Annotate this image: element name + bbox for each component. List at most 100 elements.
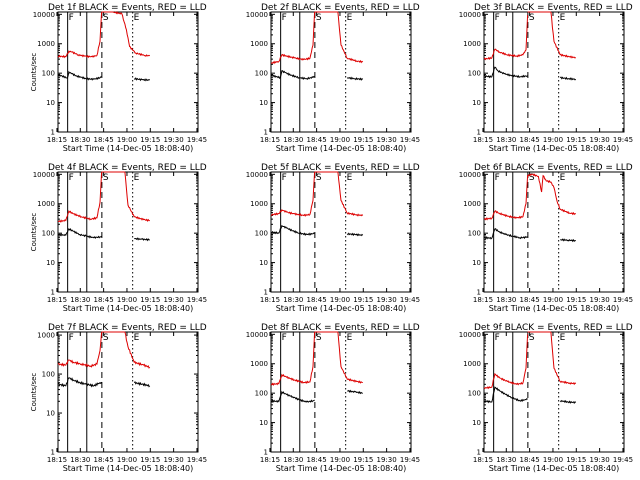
x-axis-label: Start Time (14-Dec-05 18:08:40) xyxy=(276,304,407,313)
x-tick-label: 19:15 xyxy=(140,456,160,464)
y-tick-label: 100 xyxy=(42,70,55,78)
y-tick-label: 100 xyxy=(42,230,55,238)
x-tick-label: 19:00 xyxy=(117,296,137,304)
event-marker-label: F xyxy=(69,13,74,23)
detector-panel: Det 4f BLACK = Events, RED = LLD 1 10 100 10… xyxy=(30,163,207,313)
event-marker-label: E xyxy=(134,13,140,23)
plot-frame xyxy=(57,331,199,453)
lld-series-line xyxy=(57,11,103,59)
x-tick-label: 19:00 xyxy=(117,456,137,464)
x-tick-label: 19:45 xyxy=(613,136,633,144)
x-tick-label: 19:15 xyxy=(353,456,373,464)
y-tick-label: 100 xyxy=(468,70,481,78)
y-tick-label: 10000 xyxy=(246,171,268,179)
x-tick-label: 18:15 xyxy=(473,136,493,144)
lld-series-line xyxy=(483,14,529,61)
detector-panel: Det 6f BLACK = Events, RED = LLD 1 10 100 10… xyxy=(459,163,633,313)
x-tick-label: 19:00 xyxy=(330,136,350,144)
y-tick-label: 1 xyxy=(51,449,55,457)
event-marker-label: S xyxy=(529,13,535,23)
lld-series-line xyxy=(337,331,363,384)
events-series-line xyxy=(483,228,528,240)
x-tick-label: 19:45 xyxy=(187,456,207,464)
x-tick-label: 18:15 xyxy=(47,136,67,144)
detector-panel: Det 8f BLACK = Events, RED = LLD 1 10 100 10… xyxy=(246,323,420,473)
y-tick-label: 100 xyxy=(42,371,55,379)
x-tick-label: 19:30 xyxy=(590,296,610,304)
lld-series-line xyxy=(112,11,151,57)
x-tick-label: 18:30 xyxy=(283,136,303,144)
x-tick-label: 19:45 xyxy=(400,456,420,464)
panel-title: Det 8f BLACK = Events, RED = LLD xyxy=(261,323,420,333)
x-tick-label: 19:30 xyxy=(164,136,184,144)
events-series-line xyxy=(57,377,103,388)
x-tick-label: 18:45 xyxy=(307,136,327,144)
y-tick-label: 1000 xyxy=(37,40,55,48)
event-marker-label: S xyxy=(103,13,109,23)
y-tick-label: 1 xyxy=(264,449,268,457)
event-marker-label: S xyxy=(316,13,322,23)
y-tick-label: 100 xyxy=(255,230,268,238)
x-tick-label: 18:45 xyxy=(520,456,540,464)
x-tick-label: 19:00 xyxy=(543,456,563,464)
x-axis-label: Start Time (14-Dec-05 18:08:40) xyxy=(276,464,407,473)
x-tick-label: 19:30 xyxy=(377,296,397,304)
event-marker-label: S xyxy=(103,333,109,343)
x-axis-label: Start Time (14-Dec-05 18:08:40) xyxy=(489,464,620,473)
x-tick-label: 19:15 xyxy=(353,296,373,304)
event-marker-label: F xyxy=(69,333,74,343)
y-tick-label: 1000 xyxy=(463,200,481,208)
events-series-line xyxy=(560,238,576,243)
event-marker-label: S xyxy=(316,333,322,343)
x-tick-label: 19:30 xyxy=(164,296,184,304)
event-marker-label: S xyxy=(103,173,109,183)
x-tick-label: 19:00 xyxy=(543,296,563,304)
x-tick-label: 18:15 xyxy=(47,456,67,464)
event-marker-label: S xyxy=(316,173,322,183)
y-tick-label: 1 xyxy=(477,449,481,457)
lld-series-line xyxy=(483,334,529,390)
x-tick-label: 18:45 xyxy=(520,136,540,144)
event-marker-label: F xyxy=(495,333,500,343)
x-tick-label: 19:30 xyxy=(377,456,397,464)
y-tick-label: 10 xyxy=(259,419,268,427)
y-tick-label: 100 xyxy=(255,390,268,398)
y-tick-label: 1 xyxy=(477,129,481,137)
lld-series-line xyxy=(57,331,103,368)
events-series-line xyxy=(133,381,151,388)
y-tick-label: 1000 xyxy=(463,40,481,48)
x-axis-label: Start Time (14-Dec-05 18:08:40) xyxy=(63,144,194,153)
panel-title: Det 3f BLACK = Events, RED = LLD xyxy=(474,3,633,13)
plot-frame xyxy=(270,171,412,293)
detector-panel: Det 1f BLACK = Events, RED = LLD 1 10 100 10… xyxy=(30,3,207,153)
events-series-line xyxy=(270,390,315,403)
x-tick-label: 19:00 xyxy=(330,296,350,304)
y-tick-label: 10000 xyxy=(33,171,55,179)
events-series-line xyxy=(483,386,528,404)
plot-frame xyxy=(270,11,412,133)
x-tick-label: 18:15 xyxy=(260,296,280,304)
y-tick-label: 100 xyxy=(255,70,268,78)
y-axis-label: Counts/sec xyxy=(30,53,38,92)
panel-title: Det 5f BLACK = Events, RED = LLD xyxy=(261,163,420,173)
detector-panel: Det 9f BLACK = Events, RED = LLD 1 10 100 10… xyxy=(459,323,633,473)
x-tick-label: 19:45 xyxy=(613,296,633,304)
event-marker-label: E xyxy=(560,333,566,343)
plot-frame xyxy=(57,171,199,293)
lld-series-line xyxy=(550,11,577,59)
lld-series-line xyxy=(58,171,103,223)
x-axis-label: Start Time (14-Dec-05 18:08:40) xyxy=(489,144,620,153)
x-tick-label: 19:00 xyxy=(330,456,350,464)
panel-title: Det 9f BLACK = Events, RED = LLD xyxy=(474,323,633,333)
x-tick-label: 18:45 xyxy=(307,296,327,304)
lld-series-line xyxy=(270,171,316,217)
x-tick-label: 18:45 xyxy=(94,456,114,464)
y-tick-label: 10000 xyxy=(246,331,268,339)
event-marker-label: E xyxy=(560,13,566,23)
x-tick-label: 18:30 xyxy=(283,456,303,464)
event-marker-label: F xyxy=(69,173,74,183)
y-axis-label: Counts/sec xyxy=(30,373,38,412)
x-tick-label: 18:15 xyxy=(260,136,280,144)
event-marker-label: E xyxy=(560,173,566,183)
